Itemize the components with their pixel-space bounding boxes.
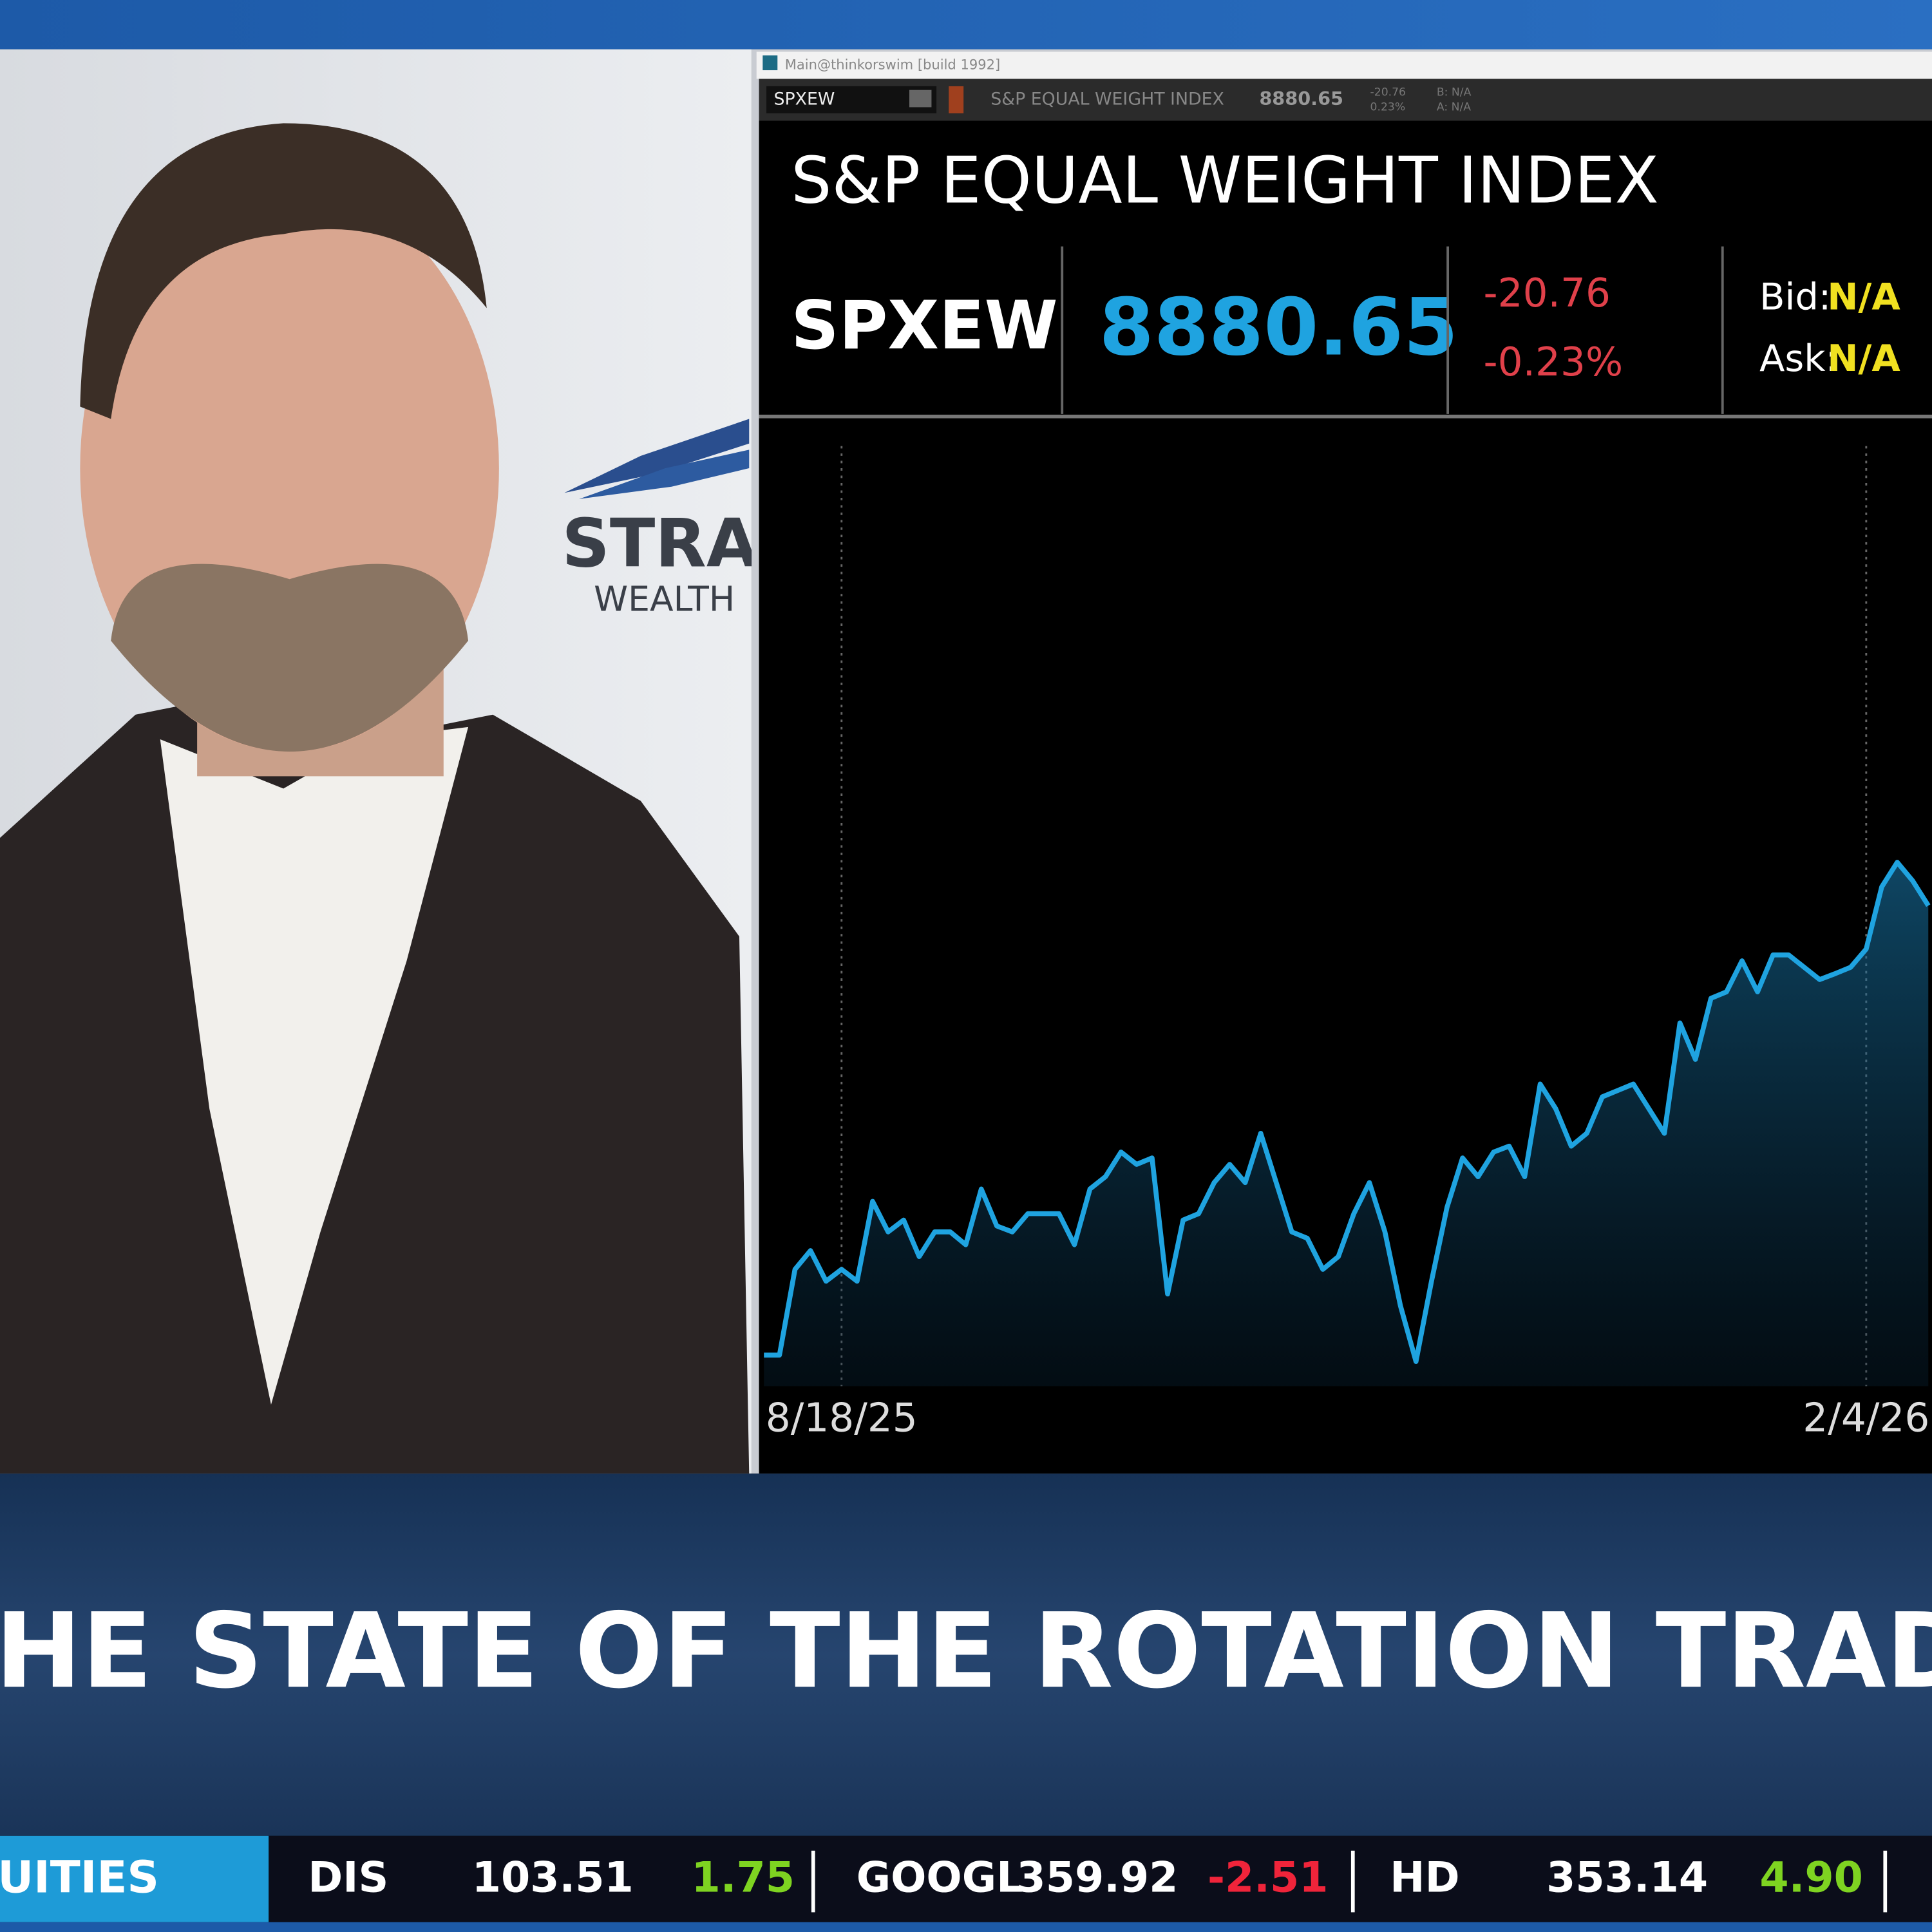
bid-value: N/A: [1827, 276, 1900, 319]
ticker-change: 1.75: [692, 1854, 795, 1902]
logo-mark: [564, 419, 750, 493]
toolbar-change: -20.76: [1370, 86, 1406, 99]
ask-value: N/A: [1827, 337, 1900, 380]
quote-title: S&P EQUAL WEIGHT INDEX: [791, 144, 1658, 218]
logo-sub: WEALTH: [594, 578, 735, 619]
line: [764, 860, 1931, 1364]
window-title: Main@thinkorswim [build 1992]: [785, 56, 1000, 72]
toolbar-last: 8880.65: [1259, 88, 1343, 109]
price-chart: 8/18/25 2/4/26: [764, 446, 1931, 1441]
toolbar-symbol: SPXEW: [774, 89, 835, 109]
ticker-price: 353.14: [1546, 1854, 1708, 1902]
x-tick-label: 2/4/26: [1803, 1396, 1929, 1441]
ticker-section: [0, 1835, 269, 1922]
shirt: [160, 726, 469, 1405]
beard: [111, 564, 469, 752]
ticker-symbol: HD: [1390, 1854, 1459, 1902]
quote-last: 8880.65: [1099, 281, 1459, 373]
toolbar-bid: B: N/A: [1437, 86, 1472, 99]
logo-mark: [579, 450, 750, 499]
toolbar-name: S&P EQUAL WEIGHT INDEX: [990, 89, 1224, 109]
bid-label: Bid:: [1759, 276, 1831, 319]
video-feed: STRA WEALTH: [0, 49, 758, 1474]
ticker-change: 4.90: [1759, 1854, 1863, 1902]
ticker-bar: [0, 1835, 1932, 1922]
quote-symbol: SPXEW: [791, 287, 1057, 365]
ask-label: Ask:: [1759, 337, 1838, 380]
toolbar-ask: A: N/A: [1437, 100, 1471, 113]
ticker-symbol: DIS: [308, 1854, 388, 1902]
ticker-symbol: GOOGL: [857, 1854, 1023, 1902]
app-icon: [762, 55, 778, 71]
logo-name: STRA: [562, 506, 757, 583]
title-bar: [756, 52, 1932, 79]
ticker-price: 103.51: [472, 1854, 634, 1902]
link-icon[interactable]: [949, 86, 964, 114]
area: [764, 862, 1929, 1387]
top-band: [0, 0, 1932, 50]
toolbar-percent: 0.23%: [1370, 100, 1406, 113]
ticker-section-label: UITIES: [0, 1852, 159, 1904]
trading-window: Main@thinkorswim [build 1992] SPXEW S&P …: [752, 49, 1932, 1474]
quote-change: -20.76: [1484, 270, 1611, 316]
ticker-change: -2.51: [1208, 1854, 1328, 1902]
bottom-band: [0, 1922, 1932, 1932]
x-tick-label: 8/18/25: [766, 1396, 918, 1441]
ticker-price: 359.92: [1016, 1854, 1178, 1902]
hair: [80, 123, 487, 419]
dropdown[interactable]: [909, 90, 932, 108]
headline: HE STATE OF THE ROTATION TRADE: [0, 1591, 1932, 1711]
lower-third: [0, 1473, 1932, 1836]
symbol-box[interactable]: [766, 86, 937, 114]
quote-percent: -0.23%: [1484, 339, 1624, 385]
